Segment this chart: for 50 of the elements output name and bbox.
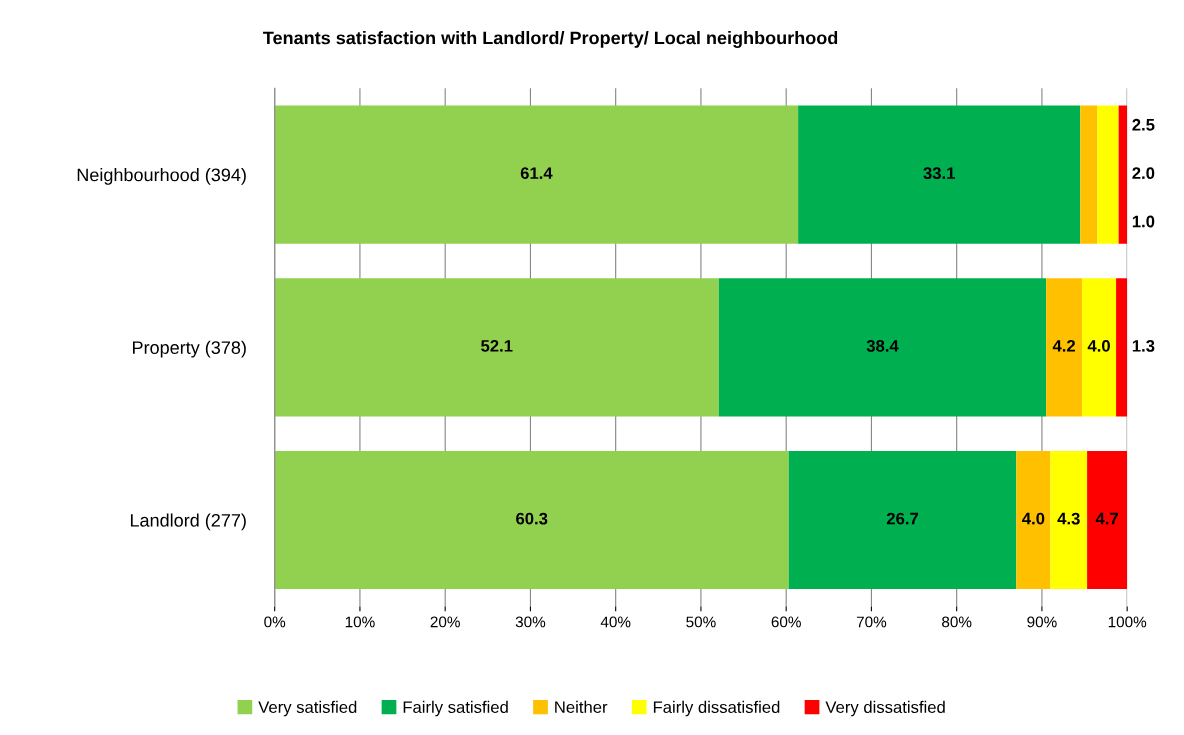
data-label: 2.0 — [1132, 167, 1155, 180]
data-label: 4.2 — [1052, 339, 1075, 352]
bar — [274, 105, 799, 244]
data-label: 61.4 — [520, 167, 553, 180]
data-label: 1.0 — [1132, 215, 1155, 228]
bar — [1080, 105, 1098, 244]
legend-label: Fairly satisfied — [403, 700, 508, 717]
x-tick-label: 50% — [686, 616, 716, 628]
x-tick-label: 40% — [600, 616, 631, 628]
bar — [1046, 278, 1082, 417]
x-tick-label: 60% — [771, 616, 801, 628]
chart-title: Tenants satisfaction with Landlord/ Property/ Local neighbourhood — [263, 31, 838, 48]
bar — [1016, 450, 1051, 590]
bar — [1081, 278, 1117, 417]
data-label: 4.0 — [1022, 512, 1045, 525]
y-tick-label: Neighbourhood (394) — [77, 168, 246, 185]
y-tick-label: Property (378) — [133, 340, 246, 358]
legend-label: Fairly dissatisfied — [653, 700, 780, 717]
data-label: 26.7 — [886, 512, 919, 525]
legend-label: Very dissatisfied — [825, 700, 945, 717]
x-tick-label: 70% — [856, 616, 887, 628]
x-tick-label: 30% — [515, 616, 546, 628]
bar — [1050, 450, 1088, 590]
bar — [788, 450, 1017, 590]
bar — [798, 105, 1081, 244]
bar — [1116, 278, 1128, 417]
data-label: 2.5 — [1132, 118, 1155, 131]
x-tick-label: 100% — [1108, 616, 1147, 628]
data-label: 4.3 — [1057, 512, 1080, 525]
x-tick-label: 90% — [1027, 616, 1057, 628]
x-tick-label: 10% — [345, 616, 375, 628]
x-tick-label: 80% — [942, 616, 972, 628]
bar — [274, 278, 719, 417]
bar — [1118, 105, 1128, 244]
bar — [718, 278, 1047, 417]
legend-label: Very satisfied — [258, 700, 357, 717]
data-label: 4.0 — [1087, 339, 1110, 352]
bar — [274, 450, 789, 590]
data-label: 4.7 — [1095, 512, 1118, 525]
x-tick-label: 20% — [430, 616, 460, 628]
data-label: 38.4 — [866, 339, 899, 352]
bar — [1097, 105, 1119, 244]
data-label: 1.3 — [1132, 339, 1155, 352]
bar — [1087, 450, 1128, 590]
legend-label: Neither — [555, 700, 608, 714]
y-tick-label: Landlord (277) — [130, 513, 246, 531]
data-label: 33.1 — [923, 167, 955, 180]
x-tick-label: 0% — [264, 616, 286, 628]
data-label: 52.1 — [481, 339, 513, 352]
data-label: 60.3 — [516, 512, 548, 525]
